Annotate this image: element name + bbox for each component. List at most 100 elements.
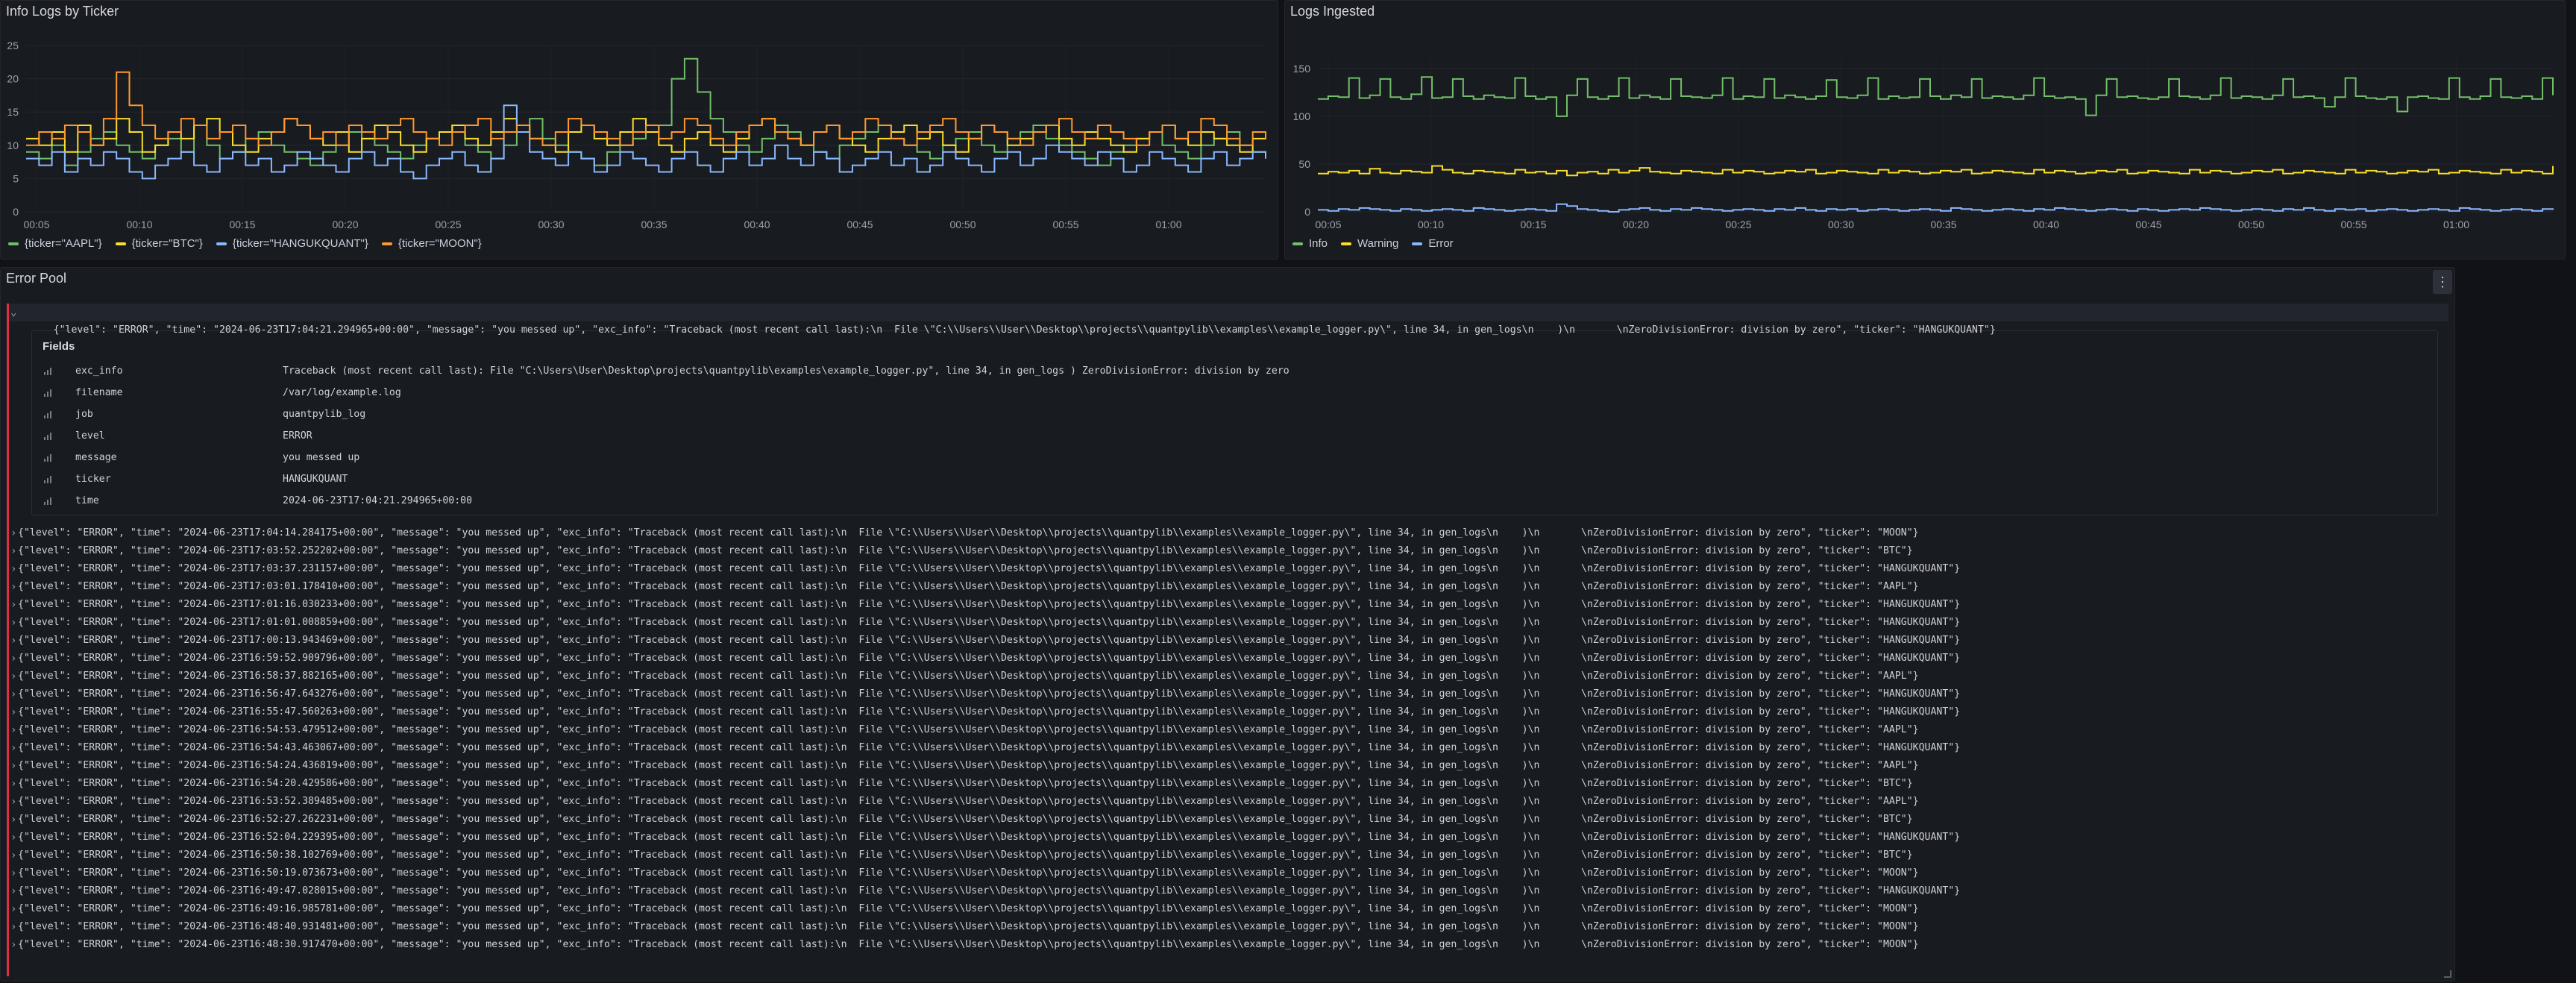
chevron-right-icon[interactable]: › xyxy=(10,939,17,951)
legend-item[interactable]: {ticker="BTC"} xyxy=(115,237,203,250)
chevron-right-icon[interactable]: › xyxy=(10,688,17,700)
legend-item[interactable]: Error xyxy=(1412,237,1454,250)
log-line[interactable]: › {"level": "ERROR", "time": "2024-06-23T… xyxy=(9,847,2448,864)
log-line-text: {"level": "ERROR", "time": "2024-06-23T1… xyxy=(18,849,1913,861)
log-line-text: {"level": "ERROR", "time": "2024-06-23T1… xyxy=(18,599,1961,610)
chevron-right-icon[interactable]: › xyxy=(10,867,17,879)
x-tick-label: 00:25 xyxy=(1725,219,1751,230)
log-line[interactable]: › {"level": "ERROR", "time": "2024-06-23T… xyxy=(9,560,2448,578)
bar-chart-icon[interactable] xyxy=(43,431,53,442)
x-tick-label: 00:30 xyxy=(538,219,564,230)
chevron-right-icon[interactable]: › xyxy=(10,921,17,933)
log-line[interactable]: › {"level": "ERROR", "time": "2024-06-23T… xyxy=(9,632,2448,650)
log-line[interactable]: › {"level": "ERROR", "time": "2024-06-23T… xyxy=(9,864,2448,882)
logs-ingested-panel: Logs Ingested 0 50 100 150 00:05 00:10 00:15 00… xyxy=(1284,0,2566,260)
log-line[interactable]: › {"level": "ERROR", "time": "2024-06-23T… xyxy=(9,811,2448,829)
chevron-right-icon[interactable]: › xyxy=(10,527,17,539)
chevron-right-icon[interactable]: › xyxy=(10,814,17,826)
log-line[interactable]: › {"level": "ERROR", "time": "2024-06-23T… xyxy=(9,685,2448,703)
chevron-right-icon[interactable]: › xyxy=(10,832,17,844)
bar-chart-icon[interactable] xyxy=(43,496,53,506)
chevron-right-icon[interactable]: › xyxy=(10,903,17,915)
legend-item[interactable]: {ticker="AAPL"} xyxy=(8,237,102,250)
x-tick-label: 00:40 xyxy=(2033,219,2059,230)
bar-chart-icon[interactable] xyxy=(43,388,53,398)
log-list[interactable]: ⌄ {"level": "ERROR", "time": "2024-06-23T… xyxy=(7,304,2448,976)
log-line-text: {"level": "ERROR", "time": "2024-06-23T1… xyxy=(18,670,1919,682)
field-value: HANGUKQUANT xyxy=(283,474,348,485)
legend-item[interactable]: Warning xyxy=(1341,237,1398,250)
y-tick-label: 25 xyxy=(7,40,19,51)
log-line[interactable]: › {"level": "ERROR", "time": "2024-06-23T… xyxy=(9,918,2448,936)
chevron-right-icon[interactable]: › xyxy=(10,778,17,790)
log-line[interactable]: › {"level": "ERROR", "time": "2024-06-23T… xyxy=(9,650,2448,668)
legend-item[interactable]: {ticker="MOON"} xyxy=(381,237,482,250)
field-row: exc_info Traceback (most recent call last… xyxy=(43,360,2427,382)
series-line xyxy=(1318,165,2554,177)
log-line[interactable]: › {"level": "ERROR", "time": "2024-06-23T… xyxy=(9,668,2448,685)
log-line[interactable]: › {"level": "ERROR", "time": "2024-06-23T… xyxy=(9,578,2448,596)
x-tick-label: 01:00 xyxy=(1155,219,1181,230)
chevron-right-icon[interactable]: › xyxy=(10,545,17,557)
chevron-right-icon[interactable]: › xyxy=(10,760,17,772)
legend-item[interactable]: {ticker="HANGUKQUANT"} xyxy=(216,237,368,250)
resize-handle-icon[interactable] xyxy=(2444,970,2451,978)
chevron-right-icon[interactable]: › xyxy=(10,885,17,897)
logs-ingested-chart[interactable]: 0 50 100 150 00:05 00:10 00:15 00:20 00:25 00:30 0… xyxy=(1285,1,2566,260)
y-tick-label: 20 xyxy=(7,73,19,85)
field-value: 2024-06-23T17:04:21.294965+00:00 xyxy=(283,495,473,506)
chevron-right-icon[interactable]: › xyxy=(10,796,17,808)
log-line[interactable]: › {"level": "ERROR", "time": "2024-06-23T… xyxy=(9,614,2448,632)
bar-chart-icon[interactable] xyxy=(43,366,53,377)
log-line-expanded[interactable]: ⌄ {"level": "ERROR", "time": "2024-06-23T… xyxy=(9,304,2448,336)
x-tick-label: 00:20 xyxy=(332,219,358,230)
log-line[interactable]: › {"level": "ERROR", "time": "2024-06-23T… xyxy=(9,900,2448,918)
chevron-right-icon[interactable]: › xyxy=(10,563,17,575)
log-line[interactable]: › {"level": "ERROR", "time": "2024-06-23T… xyxy=(9,721,2448,739)
bar-chart-icon[interactable] xyxy=(43,453,53,463)
bar-chart-icon[interactable] xyxy=(43,474,53,485)
log-line[interactable]: › {"level": "ERROR", "time": "2024-06-23T… xyxy=(9,829,2448,847)
legend-swatch xyxy=(1412,242,1423,245)
bar-chart-icon[interactable] xyxy=(43,409,53,420)
chevron-right-icon[interactable]: › xyxy=(10,581,17,593)
field-value: Traceback (most recent call last): File … xyxy=(283,365,1289,377)
error-pool-panel: Error Pool ⋮ ⌄ {"level": "ERROR", "time":… xyxy=(0,267,2455,982)
chevron-right-icon[interactable]: › xyxy=(10,653,17,665)
chevron-right-icon[interactable]: › xyxy=(10,742,17,754)
chevron-right-icon[interactable]: › xyxy=(10,849,17,861)
log-line-text: {"level": "ERROR", "time": "2024-06-23T1… xyxy=(18,688,1961,700)
legend-swatch xyxy=(1292,242,1303,245)
info-logs-chart[interactable]: 0 5 10 15 20 25 00:05 00:10 00:15 00:20 00:25 00:30… xyxy=(1,1,1279,260)
chevron-right-icon[interactable]: › xyxy=(10,635,17,647)
legend-label: {ticker="HANGUKQUANT"} xyxy=(232,237,368,250)
x-tick-label: 00:10 xyxy=(126,219,152,230)
chevron-right-icon[interactable]: › xyxy=(10,599,17,611)
chevron-down-icon[interactable]: ⌄ xyxy=(10,307,17,318)
x-tick-label: 00:45 xyxy=(2135,219,2161,230)
log-line[interactable]: › {"level": "ERROR", "time": "2024-06-23T… xyxy=(9,757,2448,775)
chevron-right-icon[interactable]: › xyxy=(10,724,17,736)
log-line[interactable]: › {"level": "ERROR", "time": "2024-06-23T… xyxy=(9,542,2448,560)
log-line[interactable]: › {"level": "ERROR", "time": "2024-06-23T… xyxy=(9,793,2448,811)
log-line[interactable]: › {"level": "ERROR", "time": "2024-06-23T… xyxy=(9,596,2448,614)
legend-item[interactable]: Info xyxy=(1292,237,1328,250)
legend-label: {ticker="BTC"} xyxy=(131,237,203,250)
log-line[interactable]: › {"level": "ERROR", "time": "2024-06-23T… xyxy=(9,936,2448,954)
log-line[interactable]: › {"level": "ERROR", "time": "2024-06-23T… xyxy=(9,775,2448,793)
log-line[interactable]: › {"level": "ERROR", "time": "2024-06-23T… xyxy=(9,739,2448,757)
chevron-right-icon[interactable]: › xyxy=(10,617,17,629)
panel-title: Info Logs by Ticker xyxy=(6,4,119,19)
log-line[interactable]: › {"level": "ERROR", "time": "2024-06-23T… xyxy=(9,524,2448,542)
x-tick-label: 00:50 xyxy=(2238,219,2264,230)
log-line-text: {"level": "ERROR", "time": "2024-06-23T1… xyxy=(18,706,1961,717)
kebab-menu-icon[interactable]: ⋮ xyxy=(2433,270,2452,294)
x-tick-label: 01:00 xyxy=(2443,219,2469,230)
chevron-right-icon[interactable]: › xyxy=(10,706,17,718)
chevron-right-icon[interactable]: › xyxy=(10,670,17,682)
log-line[interactable]: › {"level": "ERROR", "time": "2024-06-23T… xyxy=(9,703,2448,721)
log-entries: › {"level": "ERROR", "time": "2024-06-23T… xyxy=(9,524,2448,954)
field-value: ERROR xyxy=(283,430,312,442)
legend-swatch xyxy=(115,242,126,245)
log-line[interactable]: › {"level": "ERROR", "time": "2024-06-23T… xyxy=(9,882,2448,900)
